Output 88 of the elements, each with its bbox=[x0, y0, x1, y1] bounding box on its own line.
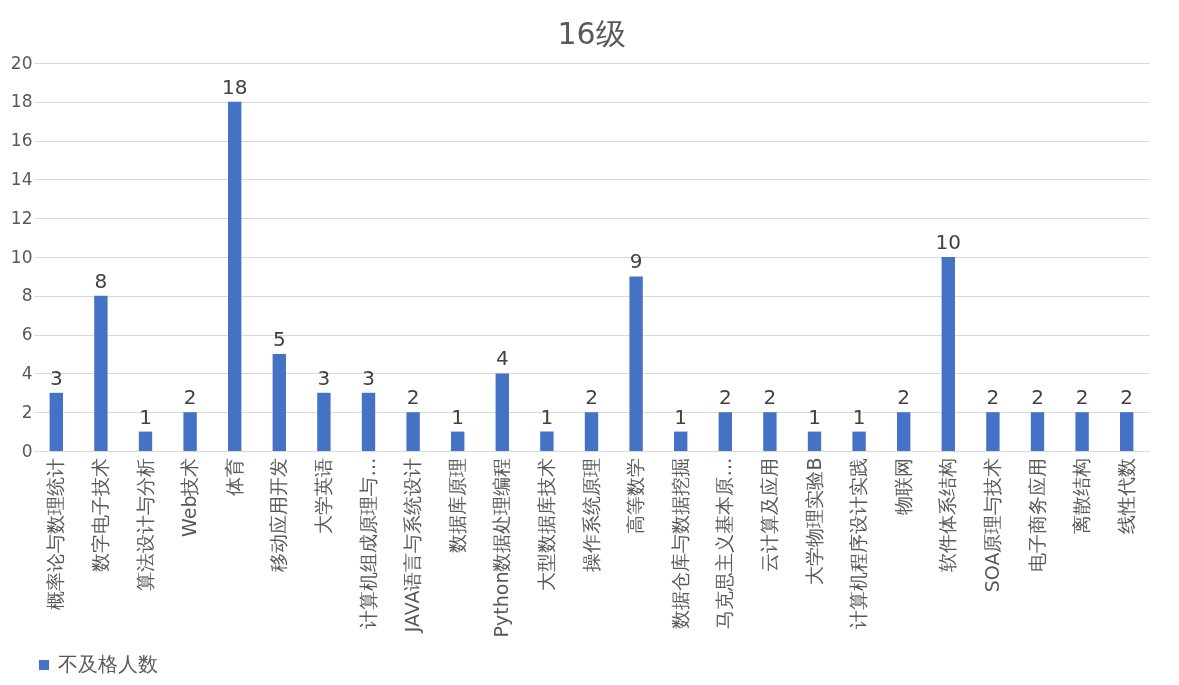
y-tick-label: 10 bbox=[10, 246, 33, 267]
data-label: 2 bbox=[585, 385, 598, 410]
y-tick-label: 20 bbox=[10, 52, 33, 73]
chart-title: 16级 bbox=[557, 16, 626, 51]
bar bbox=[138, 431, 153, 451]
bar bbox=[941, 257, 955, 451]
bar bbox=[1120, 412, 1134, 451]
bar bbox=[317, 392, 331, 451]
x-tick-label: 体育 bbox=[222, 457, 245, 496]
data-label: 2 bbox=[897, 385, 911, 410]
data-label: 2 bbox=[763, 385, 777, 410]
bar bbox=[540, 431, 554, 451]
y-tick-label: 18 bbox=[10, 91, 33, 112]
data-label: 1 bbox=[540, 404, 554, 429]
data-label: 5 bbox=[272, 327, 286, 351]
data-label: 3 bbox=[362, 365, 375, 390]
x-tick-label: 马克思主义基本原… bbox=[713, 457, 736, 629]
data-label: 18 bbox=[221, 74, 248, 99]
bar bbox=[674, 431, 688, 451]
y-tick-label: 12 bbox=[10, 207, 33, 228]
bar bbox=[852, 431, 866, 451]
bar bbox=[183, 412, 197, 451]
x-tick-label: 离散结构 bbox=[1070, 457, 1093, 534]
x-tick-label: JAVA语言与系统设计 bbox=[401, 457, 424, 634]
data-label: 8 bbox=[94, 268, 108, 293]
x-tick-label: 电子商务应用 bbox=[1025, 457, 1048, 572]
data-label: 1 bbox=[852, 404, 866, 429]
x-tick-label: 移动应用开发 bbox=[267, 457, 290, 572]
x-tick-label: 大学物理实验B bbox=[802, 457, 825, 585]
x-tick-label: 计算机组成原理与… bbox=[356, 457, 379, 629]
data-label: 2 bbox=[1120, 385, 1134, 410]
bar bbox=[718, 412, 732, 451]
x-tick-label: 软件体系结构 bbox=[936, 457, 959, 572]
x-tick-label: SOA原理与技术 bbox=[980, 457, 1003, 593]
bar bbox=[897, 412, 911, 451]
y-tick-label: 2 bbox=[21, 401, 33, 422]
x-tick-label: Python数据处理编程 bbox=[490, 457, 513, 638]
x-tick-label: 数字电子技术 bbox=[88, 457, 111, 572]
y-tick-label: 8 bbox=[21, 285, 33, 306]
y-tick-label: 4 bbox=[21, 362, 33, 383]
y-tick-label: 16 bbox=[10, 130, 33, 151]
x-tick-label: 线性代数 bbox=[1114, 457, 1137, 534]
data-label: 1 bbox=[674, 404, 688, 429]
bar bbox=[629, 276, 643, 451]
bar bbox=[94, 295, 108, 451]
data-label: 4 bbox=[495, 346, 509, 371]
bar bbox=[584, 412, 599, 451]
x-tick-label: 大型数据库技术 bbox=[534, 457, 557, 591]
data-label: 1 bbox=[808, 404, 821, 429]
data-label: 1 bbox=[451, 404, 465, 429]
x-tick-label: 操作系统原理 bbox=[579, 457, 602, 572]
bar bbox=[763, 412, 777, 451]
x-tick-label: 大学英语 bbox=[311, 457, 334, 534]
bar bbox=[361, 392, 376, 451]
data-label: 2 bbox=[183, 385, 197, 410]
data-label: 10 bbox=[935, 230, 962, 254]
legend-label: 不及格人数 bbox=[58, 652, 158, 676]
y-tick-label: 6 bbox=[21, 324, 33, 345]
bar bbox=[986, 412, 1000, 451]
bar bbox=[1075, 412, 1089, 451]
x-tick-label: 数据仓库与数据挖掘 bbox=[668, 457, 691, 629]
data-label: 2 bbox=[986, 385, 1000, 410]
data-label: 9 bbox=[629, 249, 643, 274]
x-tick-label: 物联网 bbox=[891, 457, 914, 515]
x-tick-label: 概率论与数理统计 bbox=[44, 457, 67, 610]
bar bbox=[495, 373, 509, 451]
bar bbox=[807, 431, 822, 451]
data-label: 2 bbox=[1075, 385, 1089, 410]
x-tick-label: 高等数学 bbox=[624, 457, 647, 534]
x-tick-label: 数据库原理 bbox=[445, 457, 468, 553]
bar bbox=[49, 392, 63, 451]
bar bbox=[406, 412, 420, 451]
data-label: 1 bbox=[139, 404, 152, 429]
x-tick-label: 算法设计与分析 bbox=[133, 457, 156, 591]
bar bbox=[228, 101, 242, 451]
bar bbox=[272, 354, 286, 451]
y-tick-label: 0 bbox=[21, 440, 33, 461]
data-label: 3 bbox=[317, 365, 331, 390]
y-tick-label: 14 bbox=[10, 168, 33, 189]
x-tick-label: 计算机程序设计实践 bbox=[847, 457, 870, 629]
bar bbox=[451, 431, 465, 451]
data-label: 2 bbox=[406, 385, 420, 410]
data-label: 3 bbox=[49, 365, 63, 390]
data-label: 2 bbox=[718, 385, 732, 410]
bar bbox=[1030, 412, 1045, 451]
x-tick-label: Web技术 bbox=[178, 457, 201, 537]
x-tick-label: 云计算及应用 bbox=[757, 457, 780, 572]
data-label: 2 bbox=[1031, 385, 1044, 410]
